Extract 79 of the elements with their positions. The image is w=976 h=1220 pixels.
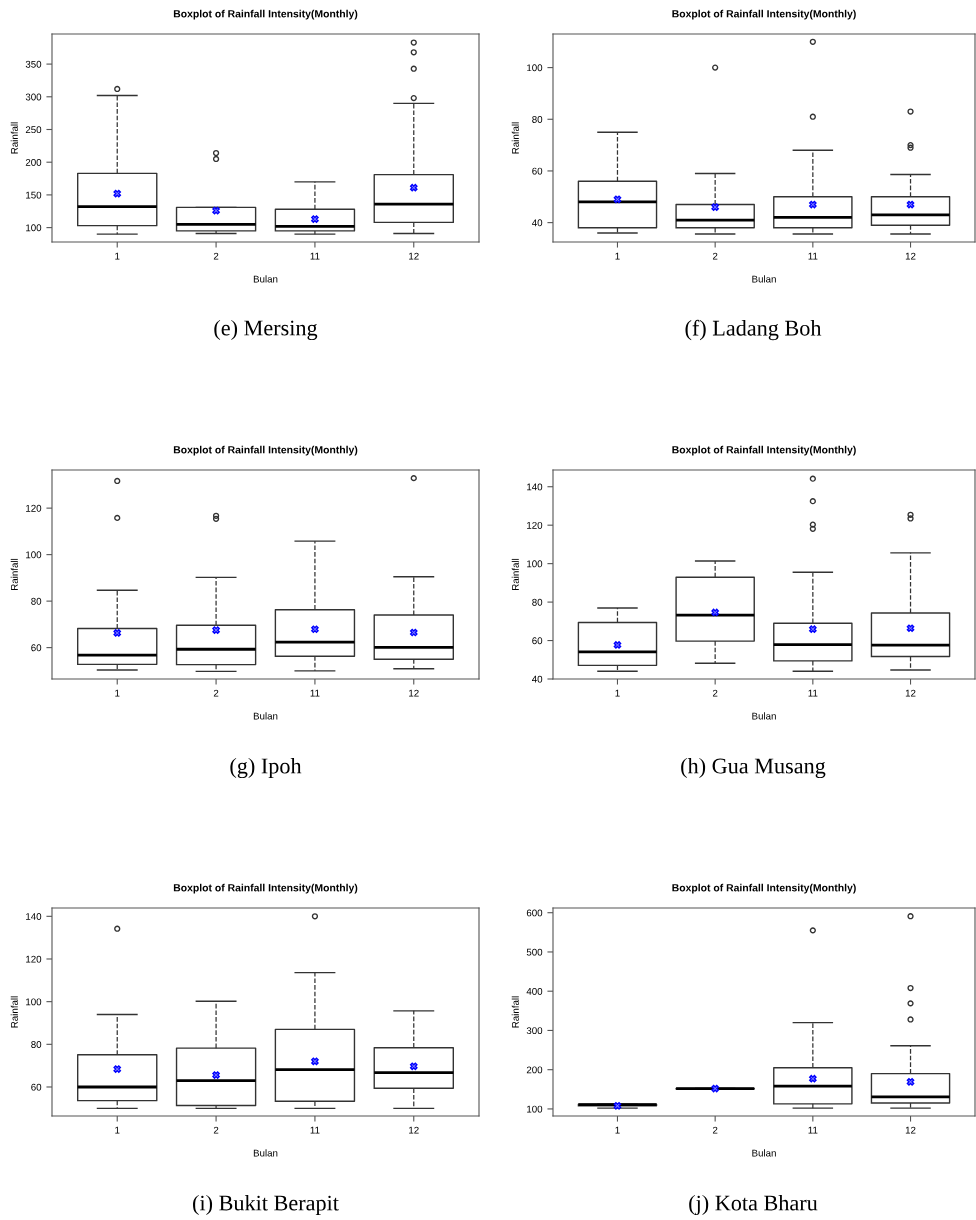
y-axis-title: Rainfall [511, 122, 519, 154]
chart-title: Boxplot of Rainfall Intensity(Monthly) [173, 445, 358, 456]
y-tick-label: 60 [31, 1083, 42, 1091]
x-tick-label: 1 [115, 252, 120, 260]
x-tick-label: 1 [115, 689, 120, 697]
y-tick-label: 80 [31, 597, 42, 605]
x-tick-label: 2 [213, 1126, 219, 1134]
chart-title: Boxplot of Rainfall Intensity(Monthly) [173, 883, 358, 894]
y-tick-label: 80 [532, 598, 543, 606]
y-tick-label: 120 [527, 521, 543, 529]
x-tick-label: 11 [310, 689, 320, 697]
y-tick-label: 300 [526, 1027, 543, 1035]
x-tick-label: 2 [213, 689, 219, 697]
y-tick-label: 60 [532, 637, 543, 645]
x-tick-label: 11 [808, 1126, 818, 1134]
x-axis-title: Bulan [752, 1149, 776, 1157]
x-tick-label: 11 [310, 252, 320, 260]
y-axis-title: Rainfall [10, 122, 18, 154]
x-axis-title: Bulan [253, 275, 278, 283]
x-tick-label: 1 [615, 1126, 620, 1134]
y-tick-label: 140 [527, 483, 543, 491]
y-tick-label: 250 [25, 126, 42, 134]
x-axis-title: Bulan [752, 275, 776, 283]
x-tick-label: 1 [615, 252, 620, 260]
x-tick-label: 12 [409, 689, 419, 697]
x-tick-label: 11 [310, 1126, 320, 1134]
y-tick-label: 120 [26, 504, 42, 512]
x-tick-label: 12 [905, 689, 916, 697]
y-tick-label: 200 [25, 158, 42, 166]
x-tick-label: 1 [115, 1126, 120, 1134]
y-tick-label: 100 [527, 1105, 543, 1113]
x-axis-title: Bulan [253, 712, 278, 720]
x-tick-label: 2 [712, 252, 718, 260]
y-tick-label: 300 [25, 93, 42, 101]
y-tick-label: 100 [527, 560, 543, 568]
y-tick-label: 60 [532, 167, 543, 175]
y-tick-label: 120 [26, 955, 42, 963]
y-axis-title: Rainfall [10, 558, 18, 590]
x-axis-title: Bulan [253, 1149, 278, 1157]
y-tick-label: 100 [26, 998, 42, 1006]
text: (h) Gua Musang [681, 757, 826, 779]
x-tick-label: 12 [409, 1126, 419, 1134]
y-tick-label: 500 [526, 948, 543, 956]
y-tick-label: 80 [532, 116, 543, 123]
y-tick-label: 350 [25, 60, 42, 68]
x-tick-label: 12 [409, 252, 419, 260]
y-axis-title: Rainfall [511, 558, 519, 590]
text: (i) Bukit Berapit [193, 1194, 339, 1216]
x-tick-label: 2 [213, 252, 219, 260]
y-axis-title: Rainfall [10, 996, 18, 1028]
y-tick-label: 40 [531, 219, 543, 227]
x-tick-label: 11 [808, 252, 818, 260]
y-tick-label: 200 [526, 1066, 543, 1074]
y-tick-label: 140 [26, 913, 42, 920]
x-tick-label: 2 [712, 689, 718, 697]
x-tick-label: 11 [808, 689, 818, 697]
chart-title: Boxplot of Rainfall Intensity(Monthly) [672, 9, 856, 20]
text: (j) Kota Bharu [689, 1194, 818, 1216]
chart-title: Boxplot of Rainfall Intensity(Monthly) [672, 445, 856, 456]
y-tick-label: 100 [527, 64, 543, 72]
y-tick-label: 400 [526, 987, 543, 995]
y-tick-label: 100 [26, 224, 42, 232]
chart-title: Boxplot of Rainfall Intensity(Monthly) [672, 883, 856, 894]
x-axis-title: Bulan [752, 712, 776, 720]
y-tick-label: 60 [31, 644, 42, 652]
text: (g) Ipoh [230, 757, 302, 779]
text: (e) Mersing [214, 319, 318, 341]
y-tick-label: 40 [531, 675, 543, 683]
y-tick-label: 150 [26, 191, 42, 199]
chart-title: Boxplot of Rainfall Intensity(Monthly) [173, 9, 358, 20]
text: (f) Ladang Boh [685, 319, 822, 341]
x-tick-label: 1 [615, 689, 620, 697]
x-tick-label: 12 [905, 1126, 916, 1134]
y-tick-label: 80 [31, 1041, 42, 1048]
y-axis-title: Rainfall [511, 996, 519, 1028]
y-tick-label: 600 [526, 909, 543, 917]
y-tick-label: 100 [26, 551, 42, 559]
x-tick-label: 2 [712, 1126, 718, 1134]
x-tick-label: 12 [905, 252, 916, 260]
